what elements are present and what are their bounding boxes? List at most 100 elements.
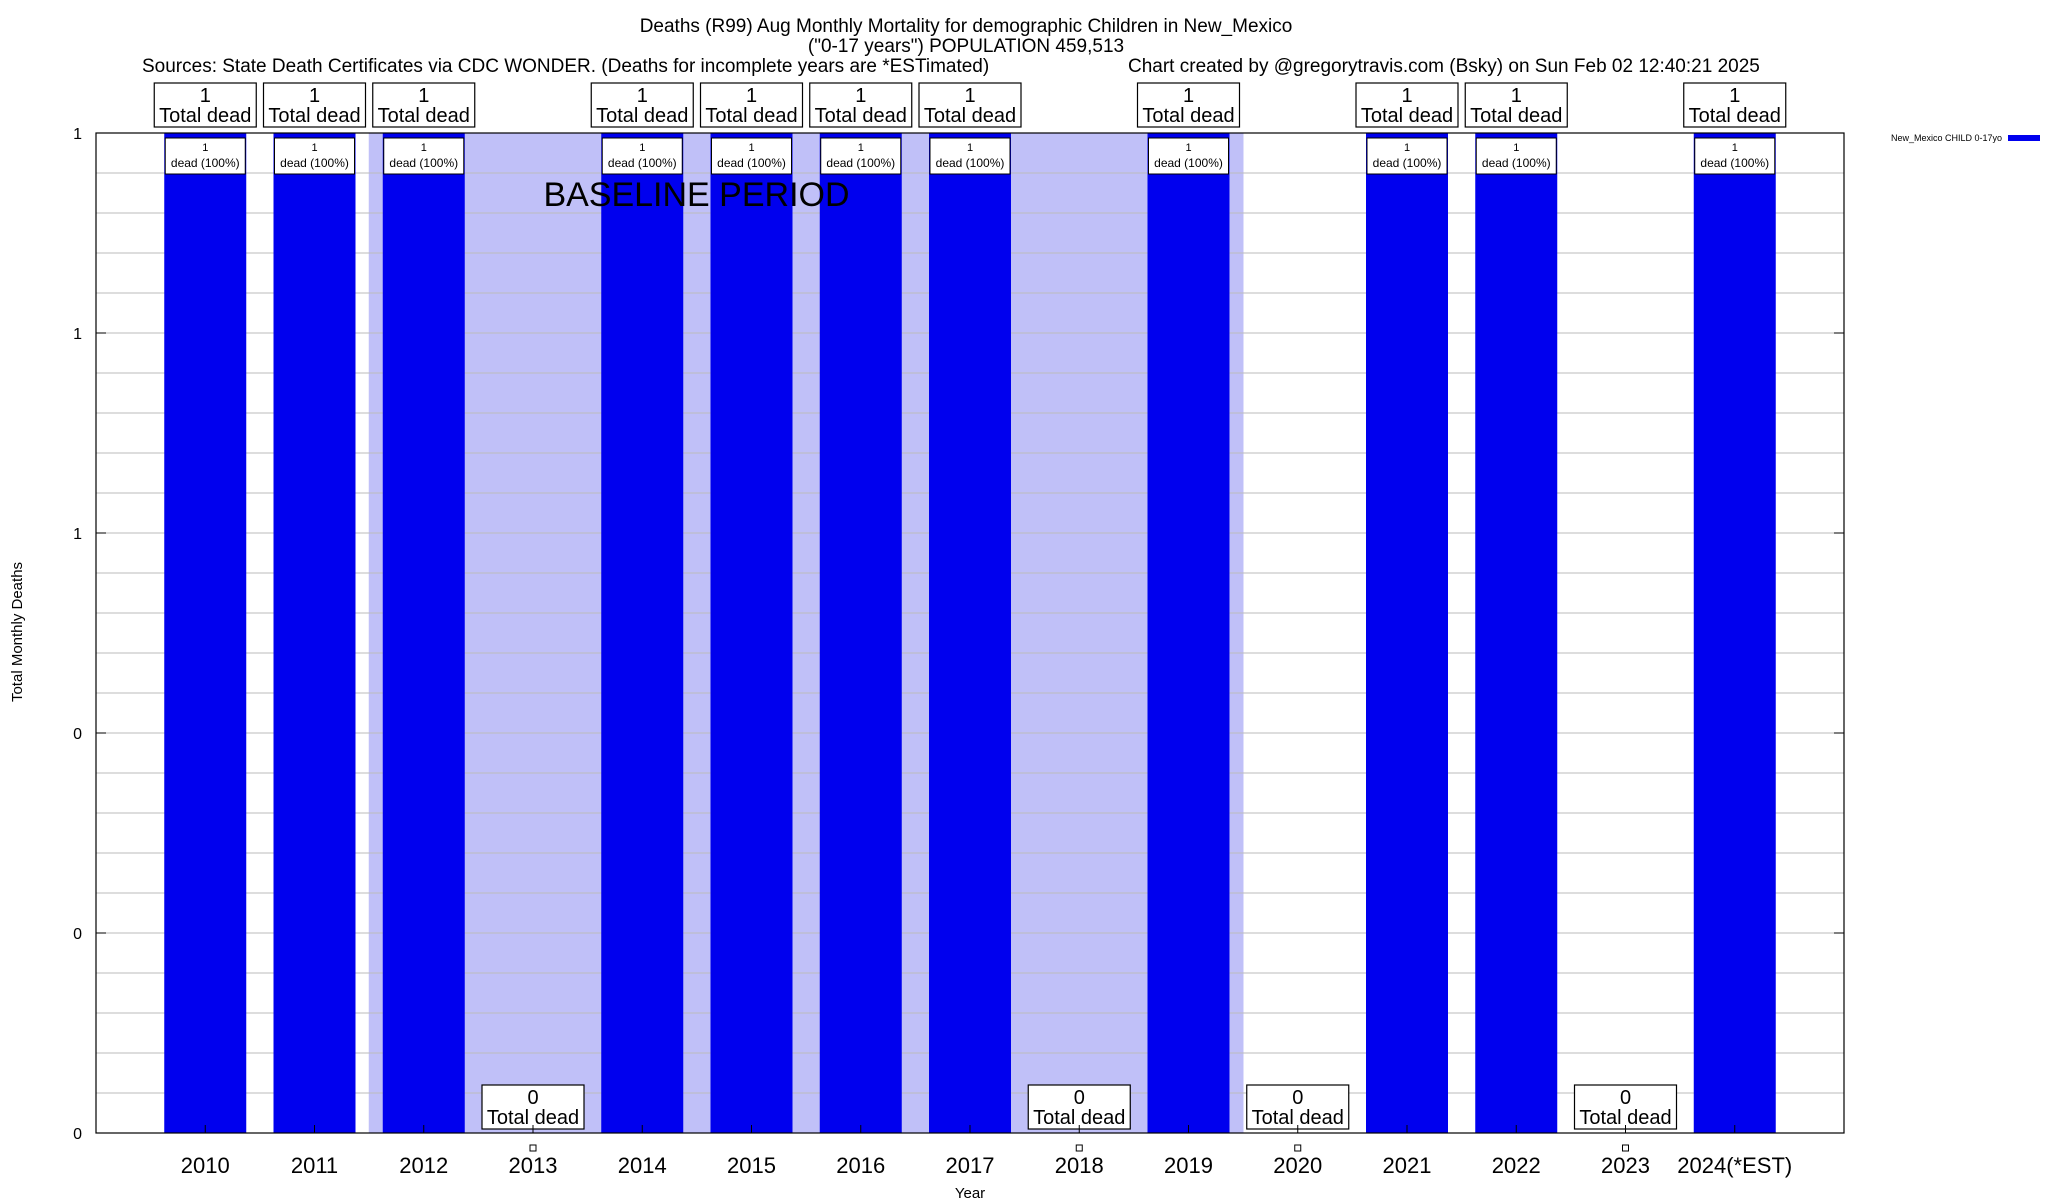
x-tick-label: 2021 bbox=[1383, 1153, 1432, 1178]
chart-subtitle: ("0-17 years") POPULATION 459,513 bbox=[808, 36, 1124, 57]
total-label-text: Total dead bbox=[378, 105, 470, 127]
total-label-box bbox=[1027, 1084, 1131, 1130]
x-axis-title: Year bbox=[955, 1185, 985, 1200]
x-tick-label: 2018 bbox=[1055, 1153, 1104, 1178]
x-tick-label: 2010 bbox=[181, 1153, 230, 1178]
segment-label-text: dead (100%) bbox=[1373, 156, 1442, 170]
baseline-period-label: BASELINE PERIOD bbox=[543, 176, 849, 214]
bar-2021 bbox=[1366, 133, 1448, 1133]
x-tick-label: 2023 bbox=[1601, 1153, 1650, 1178]
axes: 0 0 0 1 1 1 2010 2011 2012 2013 2014 2015 2016 2017 20… bbox=[73, 126, 1845, 1178]
legend-label: New_Mexico CHILD 0-17yo bbox=[1891, 133, 2002, 143]
total-label-box bbox=[1246, 1084, 1350, 1130]
chart-credit: Chart created by @gregorytravis.com (Bsk… bbox=[1128, 56, 1760, 77]
bar-2015 bbox=[710, 133, 793, 1133]
x-tick-label: 2015 bbox=[727, 1153, 776, 1178]
segment-label-text: dead (100%) bbox=[1482, 156, 1551, 170]
total-label-value: 1 bbox=[964, 85, 975, 107]
segment-label-value: 1 bbox=[1404, 142, 1410, 154]
segment-label-text: dead (100%) bbox=[280, 156, 349, 170]
total-label-box bbox=[809, 82, 913, 128]
chart-text: BASELINE PERIOD Deaths (R99) Aug Monthly … bbox=[9, 16, 2040, 1200]
bar-2022 bbox=[1475, 133, 1558, 1133]
total-label-box bbox=[153, 82, 257, 128]
segment-label-value: 1 bbox=[967, 142, 973, 154]
bar-labels: 1 dead (100%) 1 dead (100%) 1 dead (100%) 1 dea… bbox=[153, 82, 1787, 1152]
segment-label-text: dead (100%) bbox=[936, 156, 1005, 170]
segment-label-box bbox=[383, 137, 465, 175]
total-label-box bbox=[1464, 82, 1568, 128]
y-tick-label: 0 bbox=[73, 926, 82, 943]
total-label-value: 1 bbox=[418, 85, 429, 107]
zero-marker bbox=[529, 1144, 537, 1152]
y-tick-label: 1 bbox=[73, 526, 82, 543]
y-tick-label: 0 bbox=[73, 1126, 82, 1143]
total-label-text: Total dead bbox=[487, 1107, 579, 1129]
total-label-value: 1 bbox=[309, 85, 320, 107]
x-tick-label: 2022 bbox=[1492, 1153, 1541, 1178]
x-tick-label: 2017 bbox=[946, 1153, 995, 1178]
segment-label-box bbox=[274, 137, 355, 175]
bar-2016 bbox=[819, 133, 902, 1133]
total-label-value: 1 bbox=[200, 85, 211, 107]
total-label-text: Total dead bbox=[159, 105, 251, 127]
x-tick-label: 2024(*EST) bbox=[1677, 1153, 1792, 1178]
segment-label-box bbox=[601, 137, 683, 175]
total-label-box bbox=[918, 82, 1022, 128]
segment-label-value: 1 bbox=[639, 142, 645, 154]
segment-label-value: 1 bbox=[858, 142, 864, 154]
total-label-value: 1 bbox=[637, 85, 648, 107]
total-label-value: 0 bbox=[1292, 1087, 1303, 1109]
segment-label-box bbox=[820, 137, 902, 175]
zero-marker bbox=[1622, 1144, 1629, 1152]
bar-2010 bbox=[164, 133, 247, 1133]
total-label-box bbox=[699, 82, 804, 128]
total-label-box bbox=[481, 1084, 585, 1130]
y-tick-label: 1 bbox=[73, 326, 82, 343]
x-tick-label: 2014 bbox=[618, 1153, 667, 1178]
total-label-value: 1 bbox=[746, 85, 757, 107]
total-label-box bbox=[1573, 1084, 1678, 1130]
total-label-value: 1 bbox=[1511, 85, 1522, 107]
total-label-text: Total dead bbox=[1579, 1107, 1671, 1129]
bar-2024(*EST) bbox=[1693, 133, 1776, 1133]
segment-label-value: 1 bbox=[421, 142, 427, 154]
total-label-text: Total dead bbox=[1470, 105, 1562, 127]
x-tick-label: 2020 bbox=[1273, 1153, 1322, 1178]
baseline-shading bbox=[368, 133, 1244, 1133]
bars bbox=[164, 133, 1776, 1133]
bar-2011 bbox=[273, 133, 356, 1133]
segment-label-box bbox=[929, 137, 1011, 175]
y-tick-label: 1 bbox=[73, 126, 82, 143]
total-label-box bbox=[1355, 82, 1459, 128]
segment-label-text: dead (100%) bbox=[608, 156, 677, 170]
segment-label-value: 1 bbox=[1513, 142, 1519, 154]
segment-label-text: dead (100%) bbox=[1700, 156, 1769, 170]
segment-label-box bbox=[1475, 137, 1557, 175]
total-label-text: Total dead bbox=[268, 105, 360, 127]
segment-label-text: dead (100%) bbox=[171, 156, 240, 170]
total-label-text: Total dead bbox=[705, 105, 797, 127]
x-tick-label: 2013 bbox=[509, 1153, 558, 1178]
segment-label-box bbox=[711, 137, 792, 175]
segment-label-text: dead (100%) bbox=[717, 156, 786, 170]
segment-label-text: dead (100%) bbox=[389, 156, 458, 170]
baseline-period-shade bbox=[368, 133, 1244, 1133]
segment-label-text: dead (100%) bbox=[826, 156, 895, 170]
total-label-text: Total dead bbox=[596, 105, 688, 127]
total-label-value: 0 bbox=[1620, 1087, 1631, 1109]
segment-label-value: 1 bbox=[1185, 142, 1191, 154]
total-label-value: 0 bbox=[1074, 1087, 1085, 1109]
segment-label-box bbox=[1366, 137, 1448, 175]
zero-marker bbox=[1294, 1144, 1302, 1152]
y-tick-label: 0 bbox=[73, 726, 82, 743]
total-label-value: 1 bbox=[1183, 85, 1194, 107]
x-tick-label: 2016 bbox=[836, 1153, 885, 1178]
x-tick-label: 2011 bbox=[291, 1153, 338, 1178]
zero-marker bbox=[1075, 1144, 1083, 1152]
total-label-text: Total dead bbox=[1033, 1107, 1125, 1129]
chart-title: Deaths (R99) Aug Monthly Mortality for d… bbox=[640, 16, 1293, 37]
total-label-text: Total dead bbox=[1142, 105, 1234, 127]
total-label-box bbox=[590, 82, 694, 128]
